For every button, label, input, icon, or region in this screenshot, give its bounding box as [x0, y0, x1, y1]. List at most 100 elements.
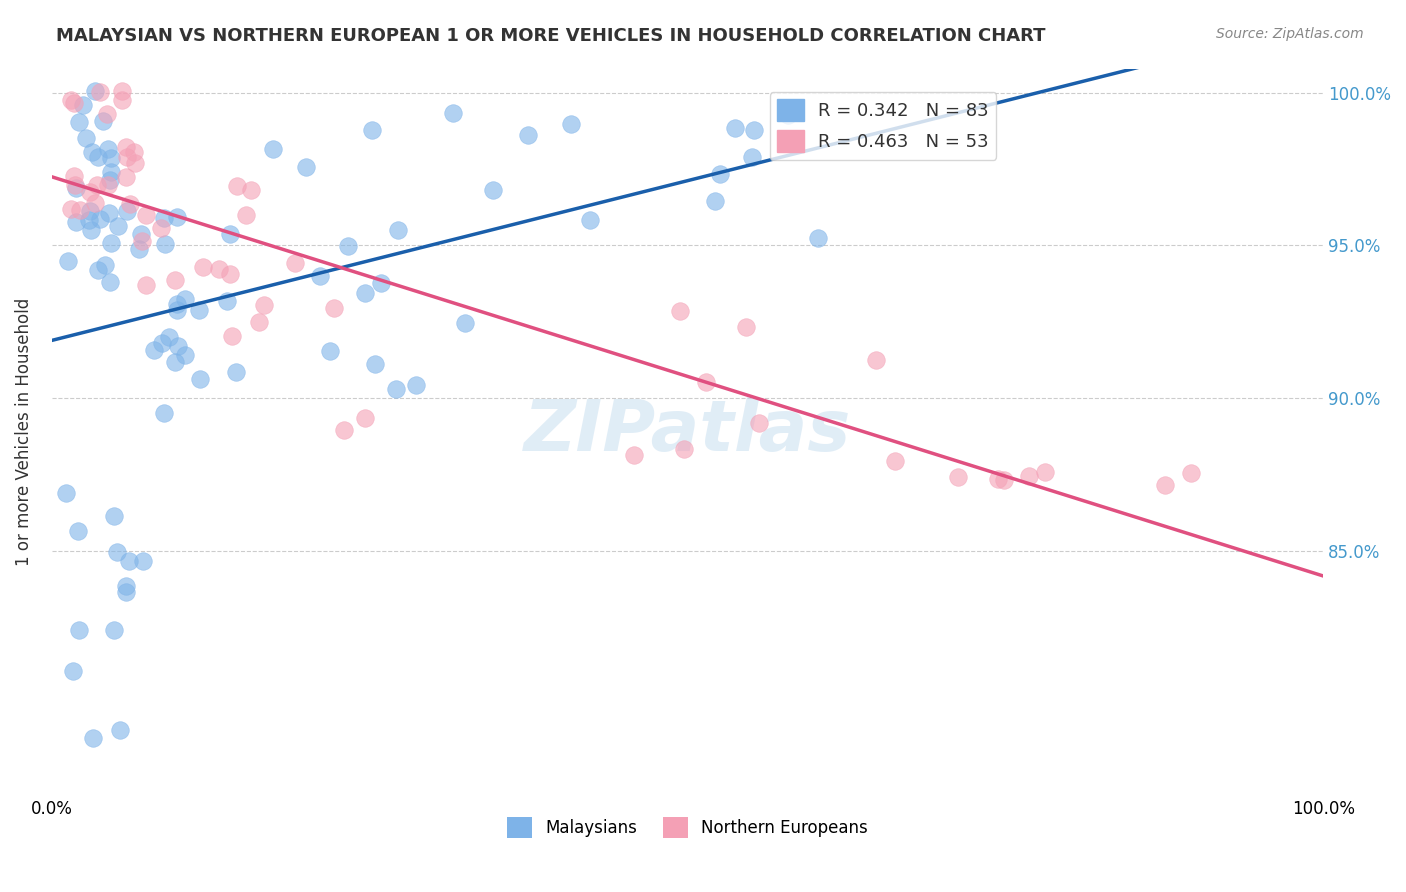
Point	[91, 113, 114, 128]
Point	[79, 203, 101, 218]
Point	[517, 128, 540, 143]
Point	[135, 208, 157, 222]
Point	[115, 579, 138, 593]
Point	[159, 330, 181, 344]
Point	[208, 262, 231, 277]
Point	[59, 93, 82, 107]
Point	[124, 155, 146, 169]
Point	[103, 508, 125, 523]
Point	[308, 268, 330, 283]
Point	[724, 121, 747, 136]
Point	[118, 554, 141, 568]
Point	[122, 145, 145, 160]
Point	[1180, 466, 1202, 480]
Text: ZIPatlas: ZIPatlas	[524, 397, 851, 467]
Point	[100, 173, 122, 187]
Point	[735, 320, 758, 334]
Point	[225, 365, 247, 379]
Point	[65, 181, 87, 195]
Point	[67, 624, 90, 638]
Point	[129, 227, 152, 242]
Point	[79, 212, 101, 227]
Point	[98, 276, 121, 290]
Point	[363, 357, 385, 371]
Point	[318, 343, 340, 358]
Point	[704, 194, 727, 208]
Point	[97, 142, 120, 156]
Point	[82, 731, 104, 746]
Point	[100, 235, 122, 250]
Point	[354, 285, 377, 300]
Point	[247, 315, 270, 329]
Point	[987, 472, 1010, 486]
Point	[115, 204, 138, 219]
Point	[253, 298, 276, 312]
Point	[63, 178, 86, 192]
Point	[111, 93, 134, 107]
Point	[100, 151, 122, 165]
Point	[221, 329, 243, 343]
Point	[441, 106, 464, 120]
Point	[79, 185, 101, 199]
Point	[87, 263, 110, 277]
Point	[87, 150, 110, 164]
Point	[69, 202, 91, 217]
Point	[370, 276, 392, 290]
Point	[107, 219, 129, 234]
Point	[105, 545, 128, 559]
Point	[67, 524, 90, 538]
Point	[884, 453, 907, 467]
Point	[993, 473, 1015, 487]
Point	[103, 623, 125, 637]
Point	[67, 115, 90, 129]
Point	[131, 235, 153, 249]
Point	[111, 84, 134, 98]
Point	[1035, 466, 1057, 480]
Point	[219, 227, 242, 241]
Point	[295, 160, 318, 174]
Point	[669, 304, 692, 318]
Y-axis label: 1 or more Vehicles in Household: 1 or more Vehicles in Household	[15, 298, 32, 566]
Point	[86, 178, 108, 193]
Point	[188, 303, 211, 318]
Point	[110, 723, 132, 738]
Point	[153, 211, 176, 226]
Point	[865, 352, 887, 367]
Point	[166, 302, 188, 317]
Point	[946, 469, 969, 483]
Point	[742, 123, 765, 137]
Point	[72, 98, 94, 112]
Point	[166, 339, 188, 353]
Point	[578, 212, 600, 227]
Point	[405, 377, 427, 392]
Point	[84, 196, 107, 211]
Point	[63, 169, 86, 183]
Point	[226, 179, 249, 194]
Text: MALAYSIAN VS NORTHERN EUROPEAN 1 OR MORE VEHICLES IN HOUSEHOLD CORRELATION CHART: MALAYSIAN VS NORTHERN EUROPEAN 1 OR MORE…	[56, 27, 1046, 45]
Point	[353, 411, 375, 425]
Point	[75, 130, 97, 145]
Point	[323, 301, 346, 315]
Point	[82, 145, 104, 159]
Point	[89, 85, 111, 99]
Point	[100, 165, 122, 179]
Point	[135, 277, 157, 292]
Point	[97, 206, 120, 220]
Point	[361, 123, 384, 137]
Point	[115, 584, 138, 599]
Point	[166, 211, 188, 225]
Point	[128, 242, 150, 256]
Legend: Malaysians, Northern Europeans: Malaysians, Northern Europeans	[501, 811, 875, 845]
Point	[166, 297, 188, 311]
Point	[115, 170, 138, 185]
Point	[149, 220, 172, 235]
Point	[219, 268, 242, 282]
Point	[188, 372, 211, 386]
Point	[174, 348, 197, 362]
Point	[807, 231, 830, 245]
Point	[84, 84, 107, 98]
Point	[454, 316, 477, 330]
Point	[118, 196, 141, 211]
Point	[776, 108, 799, 122]
Point	[284, 256, 307, 270]
